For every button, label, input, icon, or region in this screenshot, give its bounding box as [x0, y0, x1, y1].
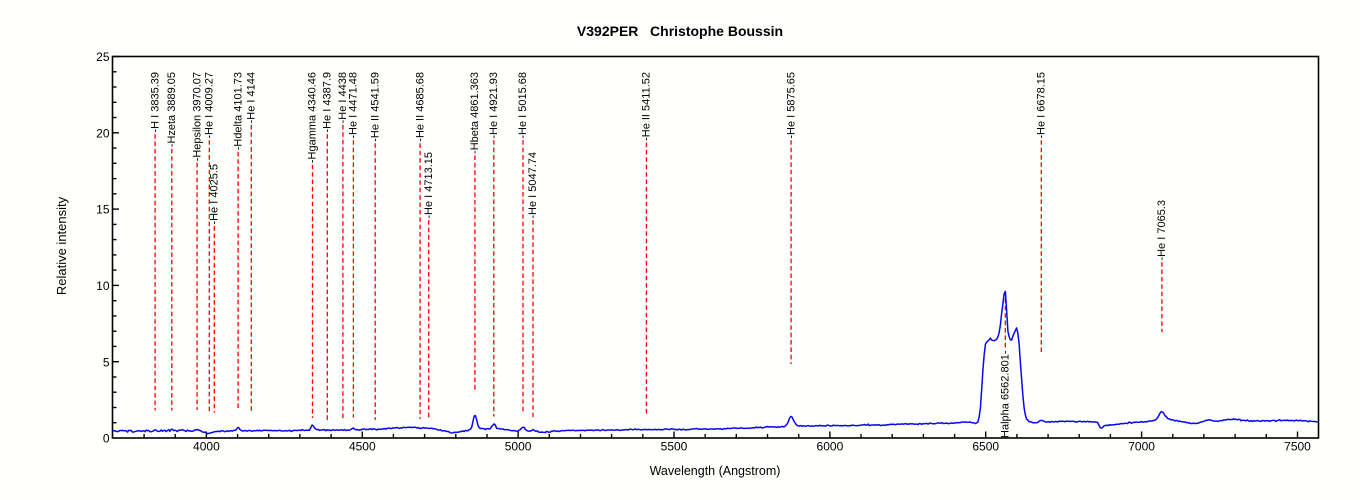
svg-text:Relative intensity: Relative intensity [54, 196, 69, 295]
svg-text:-He I 4438: -He I 4438 [337, 72, 349, 123]
svg-text:-He I 6678.15: -He I 6678.15 [1036, 72, 1048, 139]
svg-text:-Hdelta 4101.73: -Hdelta 4101.73 [232, 72, 244, 150]
svg-text:-He I 4387.9: -He I 4387.9 [322, 72, 334, 133]
svg-text:7500: 7500 [1284, 440, 1311, 454]
svg-text:4500: 4500 [349, 440, 376, 454]
svg-text:Wavelength (Angstrom): Wavelength (Angstrom) [650, 464, 781, 478]
svg-text:-Hgamma 4340.46: -Hgamma 4340.46 [307, 72, 319, 163]
svg-text:-He II 4541.59: -He II 4541.59 [369, 72, 381, 142]
svg-text:-Hzeta 3889.05: -Hzeta 3889.05 [166, 72, 178, 147]
svg-text:4000: 4000 [193, 440, 220, 454]
svg-text:V392PER Christophe Boussin: V392PER Christophe Boussin [577, 23, 783, 39]
svg-text:0: 0 [103, 432, 110, 446]
svg-text:15: 15 [96, 203, 110, 217]
svg-text:-He I 4025.5: -He I 4025.5 [209, 164, 221, 225]
svg-text:-He I 4921.93: -He I 4921.93 [488, 72, 500, 139]
svg-text:-H I 3835.39: -H I 3835.39 [149, 72, 161, 133]
svg-text:5500: 5500 [661, 440, 688, 454]
svg-text:-He I 7065.3: -He I 7065.3 [1156, 200, 1168, 261]
svg-text:-He II 5411.52: -He II 5411.52 [641, 72, 653, 141]
svg-text:-He I 5875.65: -He I 5875.65 [785, 72, 797, 139]
svg-text:-He I 4009.27: -He I 4009.27 [204, 72, 216, 139]
svg-text:-He I 5015.68: -He I 5015.68 [517, 72, 529, 139]
svg-text:5: 5 [103, 355, 110, 369]
svg-text:Halpha 6562.801-: Halpha 6562.801- [1000, 350, 1012, 438]
svg-text:10: 10 [96, 279, 110, 293]
svg-text:-He II 4685.68: -He II 4685.68 [414, 72, 426, 142]
svg-text:-He I 4471.48: -He I 4471.48 [348, 72, 360, 139]
svg-text:-He I 4713.15: -He I 4713.15 [423, 152, 435, 219]
svg-text:-He I 4144: -He I 4144 [246, 72, 258, 123]
svg-text:-Hepsilon 3970.07: -Hepsilon 3970.07 [191, 72, 203, 161]
svg-text:7000: 7000 [1128, 440, 1155, 454]
svg-text:-Hbeta 4861.363: -Hbeta 4861.363 [469, 72, 481, 154]
svg-text:5000: 5000 [505, 440, 532, 454]
svg-text:25: 25 [96, 50, 110, 64]
svg-text:-He I 5047.74: -He I 5047.74 [527, 152, 539, 219]
svg-text:20: 20 [96, 126, 110, 140]
svg-text:6500: 6500 [972, 440, 999, 454]
svg-text:6000: 6000 [817, 440, 844, 454]
